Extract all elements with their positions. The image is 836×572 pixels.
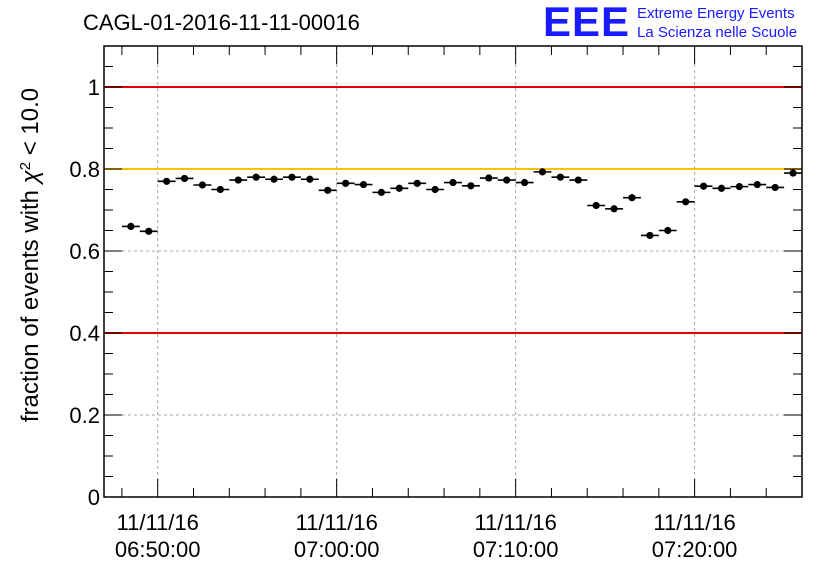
- x-tick-label-date: 11/11/16: [117, 510, 199, 535]
- data-point: [198, 181, 207, 189]
- data-point: [342, 179, 350, 187]
- data-point: [538, 168, 547, 176]
- x-tick-label-date: 11/11/16: [653, 510, 735, 535]
- y-tick-label: 0.2: [69, 403, 100, 428]
- x-tick-label-date: 11/11/16: [295, 510, 377, 535]
- x-tick-label-time: 06:50:00: [115, 537, 201, 562]
- data-points: [121, 168, 802, 240]
- plot-frame: [103, 45, 803, 498]
- logo-line-2: La Scienza nelle Scuole: [637, 24, 798, 41]
- eee-logo-mark: EEE: [543, 0, 631, 45]
- data-point: [145, 227, 153, 235]
- y-tick-label: 0.6: [69, 239, 100, 264]
- axis-ticks: [104, 45, 803, 498]
- grid: [104, 46, 802, 497]
- data-point: [628, 194, 636, 202]
- y-tick-label: 0: [88, 485, 100, 510]
- data-point: [359, 180, 368, 189]
- data-point: [467, 182, 475, 190]
- data-point: [664, 226, 672, 235]
- y-tick-labels: 0 0.2 0.4 0.6 0.8 1: [69, 75, 100, 510]
- y-axis-label: fraction of events with χ2 < 10.0: [17, 88, 45, 422]
- data-point: [431, 185, 439, 194]
- data-point: [646, 231, 654, 240]
- data-point: [717, 184, 726, 192]
- data-point: [395, 184, 403, 192]
- data-point: [735, 183, 743, 191]
- y-tick-label: 1: [88, 75, 100, 100]
- data-point: [520, 178, 529, 187]
- eee-logo: EEE Extreme Energy Events La Scienza nel…: [543, 0, 833, 46]
- data-point: [180, 174, 189, 183]
- data-point: [306, 175, 314, 183]
- data-point: [485, 174, 493, 182]
- x-tick-labels: 11/11/1606:50:0011/11/1607:00:0011/11/16…: [115, 510, 738, 562]
- y-tick-label: 0.8: [69, 157, 100, 182]
- data-point: [682, 198, 690, 206]
- data-point: [449, 178, 457, 187]
- data-point: [699, 182, 708, 190]
- y-tick-label: 0.4: [69, 321, 100, 346]
- x-tick-label-time: 07:00:00: [294, 537, 380, 562]
- data-point: [789, 169, 797, 177]
- x-tick-label-time: 07:10:00: [473, 537, 559, 562]
- data-point: [556, 173, 564, 181]
- data-point: [288, 173, 296, 181]
- data-point: [592, 201, 600, 210]
- data-point: [377, 188, 386, 196]
- data-point: [413, 179, 421, 187]
- data-point: [503, 176, 511, 184]
- x-tick-label-date: 11/11/16: [474, 510, 556, 535]
- data-point: [771, 183, 779, 192]
- data-point: [753, 180, 761, 189]
- data-point: [270, 175, 278, 183]
- reference-lines: [104, 86, 802, 334]
- data-point: [216, 185, 224, 194]
- chart-title: CAGL-01-2016-11-11-00016: [83, 10, 360, 35]
- data-point: [234, 176, 242, 184]
- data-point: [127, 222, 135, 230]
- data-point: [252, 173, 260, 181]
- logo-line-1: Extreme Energy Events: [637, 5, 795, 22]
- data-point: [163, 177, 171, 185]
- data-point: [574, 176, 582, 184]
- data-point: [610, 205, 618, 213]
- data-point: [324, 186, 332, 194]
- x-tick-label-time: 07:20:00: [652, 537, 738, 562]
